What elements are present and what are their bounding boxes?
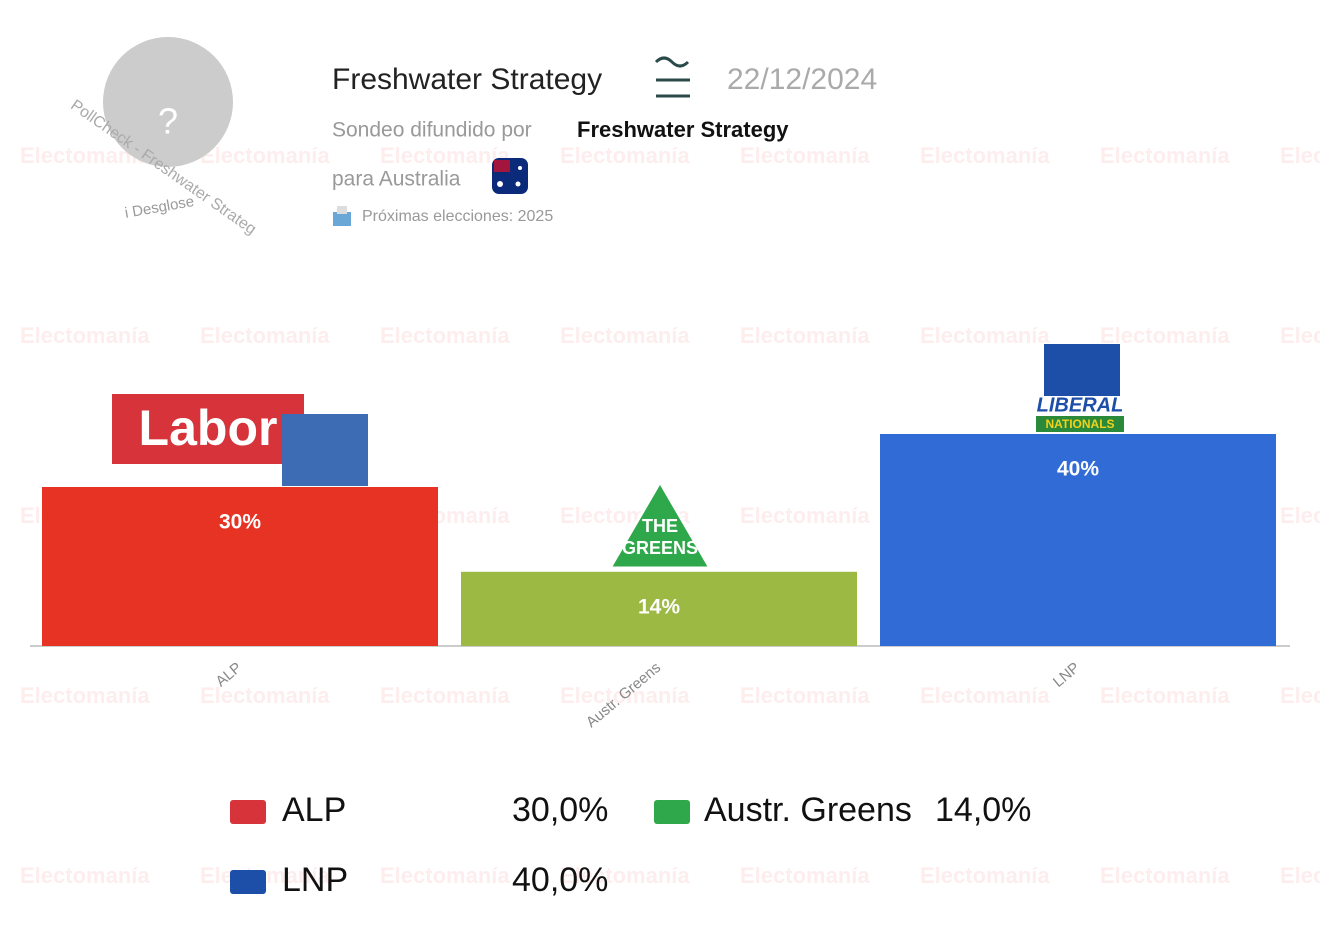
title: Freshwater Strategy	[332, 63, 602, 96]
legend-name: Austr. Greens	[704, 791, 912, 829]
next-election: Próximas elecciones: 2025	[362, 208, 553, 225]
flag	[492, 158, 528, 194]
watermark: Electomanía	[1100, 683, 1230, 708]
value-label: 14%	[638, 595, 680, 618]
logo-text: GREENS	[622, 538, 698, 558]
watermark: Electomanía	[380, 683, 510, 708]
bar	[461, 571, 857, 646]
watermark: Electomanía	[20, 863, 150, 888]
logo-text: Labor	[139, 400, 278, 456]
value-label: 30%	[219, 511, 261, 534]
watermark: Electomanía	[740, 503, 870, 528]
legend-icon	[230, 800, 266, 824]
watermark: Electomanía	[20, 323, 150, 348]
avatar-placeholder: ?	[158, 101, 178, 142]
legend-name: ALP	[282, 791, 346, 829]
bar	[880, 434, 1276, 646]
watermark: Electomanía	[200, 683, 330, 708]
watermarks: Electomanía Electomanía Electomanía Electom…	[20, 143, 1320, 888]
greens-logo: THE GREENS	[607, 479, 713, 570]
pollster: Freshwater Strategy	[577, 117, 789, 142]
value-label: 40%	[1057, 458, 1099, 481]
watermark: Electomanía	[920, 323, 1050, 348]
country: para Australia	[332, 168, 461, 191]
logo-text: LIBERAL	[1037, 394, 1124, 416]
legend-icon	[654, 800, 690, 824]
watermark: Electomanía	[380, 863, 510, 888]
watermark: Electomanía	[200, 143, 330, 168]
legend-value: 14,0%	[935, 791, 1031, 829]
x-tick-label: LNP	[1050, 659, 1083, 691]
ballot-icon	[333, 206, 351, 226]
watermark: Electomanía	[740, 323, 870, 348]
watermark: Electomanía	[20, 683, 150, 708]
watermark: Electomanía	[920, 683, 1050, 708]
watermark: Electomanía	[1100, 143, 1230, 168]
watermark: Electomanía	[560, 323, 690, 348]
watermark: Electomanía	[1280, 323, 1320, 348]
logo-text: THE	[642, 516, 678, 536]
watermark: Electomanía	[560, 143, 690, 168]
trend-icon	[654, 56, 690, 98]
watermark: Electomanía	[1100, 323, 1230, 348]
watermark: Electomanía	[560, 863, 690, 888]
legend: ALP 30,0% Austr. Greens 14,0% LNP 40,0%	[230, 791, 1031, 899]
legend-value: 30,0%	[512, 791, 608, 829]
avatar	[103, 37, 233, 167]
legend-name: LNP	[282, 861, 348, 899]
watermark: Electomanía	[380, 143, 510, 168]
watermark: Electomanía	[920, 143, 1050, 168]
date: 22/12/2024	[727, 63, 877, 96]
watermark: Electomanía	[920, 863, 1050, 888]
watermark: Electomanía	[560, 683, 690, 708]
legend-value: 40,0%	[512, 861, 608, 899]
breakdown-link[interactable]: i Desglose	[123, 193, 195, 222]
lnp-logo: LIBERAL NATIONALS	[1036, 344, 1124, 432]
logo-text: NATIONALS	[1045, 417, 1114, 431]
watermark: Electomanía	[740, 143, 870, 168]
watermark: Electomanía	[1280, 143, 1320, 168]
watermark: Electomanía	[740, 683, 870, 708]
published-by: Sondeo difundido por	[332, 119, 532, 142]
alp-logo: Labor	[112, 394, 368, 486]
watermark: Electomanía	[380, 323, 510, 348]
watermark: Electomanía	[1280, 683, 1320, 708]
watermark: Electomanía	[1280, 863, 1320, 888]
watermark: Electomanía	[1280, 503, 1320, 528]
watermark: Electomanía	[740, 863, 870, 888]
watermark: Electomanía	[1100, 863, 1230, 888]
legend-icon	[230, 870, 266, 894]
bar	[42, 487, 438, 646]
watermark: Electomanía	[200, 323, 330, 348]
